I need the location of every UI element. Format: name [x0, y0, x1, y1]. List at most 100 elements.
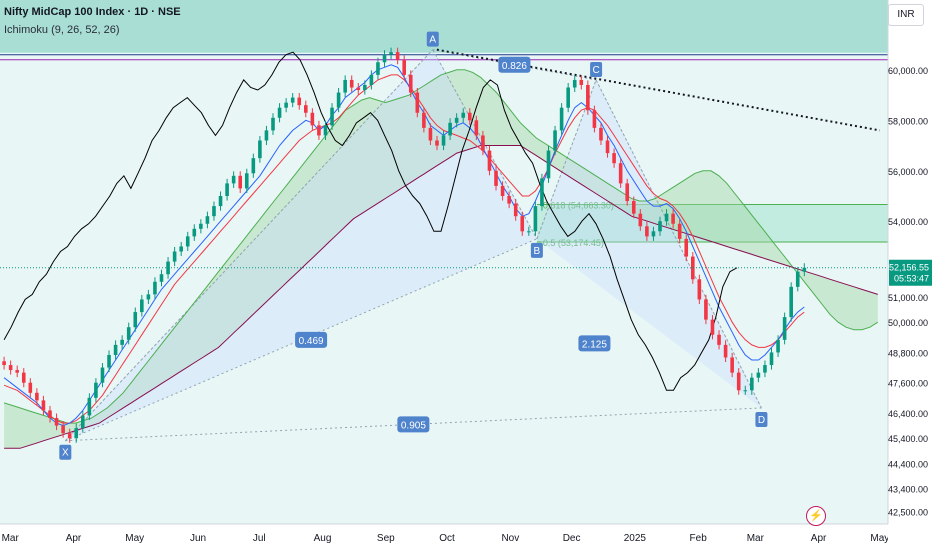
- candle-body: [349, 79, 354, 88]
- ratio-badge: [498, 56, 531, 73]
- candle-body: [212, 206, 216, 217]
- candle-body: [330, 107, 334, 126]
- candle-body: [100, 367, 105, 383]
- candle-body: [599, 127, 603, 141]
- candle-body: [8, 365, 13, 371]
- x-tick-label: Feb: [690, 533, 708, 544]
- candle-body: [48, 410, 52, 419]
- resistance-zone: [0, 0, 888, 53]
- x-tick-label: Apr: [811, 533, 827, 544]
- candle-body: [527, 231, 531, 233]
- candle-body: [415, 92, 420, 113]
- candle-body: [310, 112, 315, 126]
- x-tick-label: Apr: [66, 533, 82, 544]
- candle-body: [277, 107, 282, 118]
- candle-body: [782, 317, 787, 340]
- x-tick-label: 2025: [624, 533, 647, 544]
- candle-body: [251, 158, 256, 174]
- candle-body: [231, 175, 236, 184]
- candle-body: [513, 203, 518, 217]
- candle-body: [244, 173, 249, 189]
- y-tick-label: 44,400.00: [888, 459, 928, 469]
- candle-body: [28, 382, 33, 393]
- candle-body: [743, 390, 748, 392]
- lightning-icon[interactable]: ⚡: [806, 506, 826, 526]
- candle-body: [481, 135, 485, 151]
- pattern-point-badge: [59, 444, 72, 460]
- candle-body: [271, 117, 275, 131]
- candle-body: [461, 112, 466, 118]
- x-tick-label: May: [870, 533, 889, 544]
- candle-body: [507, 196, 511, 204]
- candle-body: [651, 231, 656, 237]
- candle-body: [592, 110, 597, 128]
- y-tick-label: 50,000.00: [888, 318, 928, 328]
- candle-body: [441, 135, 446, 146]
- candle-body: [356, 87, 361, 91]
- pattern-point-label: D: [758, 415, 765, 426]
- candle-body: [258, 140, 262, 159]
- pattern-leg: [432, 49, 538, 240]
- candle-body: [579, 79, 584, 85]
- candle-body: [238, 175, 243, 189]
- candle-body: [789, 286, 793, 318]
- ratio-badge: [578, 335, 611, 352]
- candle-body: [684, 238, 689, 257]
- candle-body: [205, 216, 210, 224]
- candle-body: [638, 213, 643, 227]
- candle-body: [750, 377, 754, 391]
- currency-button[interactable]: INR: [888, 4, 924, 26]
- candle-body: [80, 415, 85, 429]
- candle-body: [87, 397, 92, 416]
- candle-body: [422, 112, 426, 128]
- candle-body: [382, 54, 387, 63]
- x-tick-label: Jul: [253, 533, 266, 544]
- candle-body: [408, 74, 413, 93]
- ratio-badge: [397, 416, 430, 433]
- y-tick-label: 51,000.00: [888, 293, 928, 303]
- candle-body: [664, 213, 669, 222]
- candle-body: [566, 87, 570, 108]
- candle-body: [402, 59, 406, 75]
- candle-body: [677, 223, 682, 239]
- candle-body: [487, 150, 492, 171]
- candle-body: [435, 140, 439, 146]
- pattern-bcd: [536, 79, 762, 408]
- candle-body: [159, 274, 164, 282]
- candle-body: [625, 183, 630, 202]
- candle-body: [454, 117, 459, 123]
- ratio-label: 2.125: [582, 339, 607, 350]
- y-tick-label: 60,000.00: [888, 66, 928, 76]
- candle-body: [769, 352, 774, 366]
- candle-body: [730, 357, 734, 373]
- y-tick-label: 45,400.00: [888, 434, 928, 444]
- candle-body: [74, 428, 79, 439]
- candle-body: [395, 52, 400, 60]
- candle-body: [126, 327, 131, 340]
- candle-body: [540, 178, 544, 207]
- candle-body: [61, 425, 65, 434]
- candle-body: [776, 339, 780, 353]
- candle-body: [323, 125, 328, 136]
- candle-body: [710, 319, 715, 335]
- candle-body: [448, 122, 452, 136]
- last-price-tag: [889, 259, 932, 286]
- candle-body: [15, 370, 20, 373]
- candle-body: [153, 281, 157, 295]
- candle-body: [605, 140, 610, 154]
- candle-body: [474, 120, 479, 136]
- pattern-point-badge: [755, 411, 768, 427]
- candle-body: [133, 312, 138, 328]
- candle-body: [107, 354, 111, 368]
- x-tick-label: Nov: [501, 533, 519, 544]
- candle-body: [500, 185, 505, 196]
- y-tick-label: 46,400.00: [888, 409, 928, 419]
- pattern-diagonal: [65, 407, 762, 442]
- candle-body: [35, 392, 39, 401]
- y-tick-label: 42,500.00: [888, 507, 928, 517]
- candle-body: [631, 201, 636, 214]
- indicator-legend[interactable]: Ichimoku (9, 26, 52, 26): [4, 24, 120, 36]
- candle-body: [192, 228, 197, 237]
- x-tick-label: Aug: [314, 533, 332, 544]
